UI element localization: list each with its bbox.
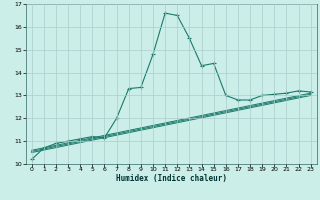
X-axis label: Humidex (Indice chaleur): Humidex (Indice chaleur) (116, 174, 227, 183)
